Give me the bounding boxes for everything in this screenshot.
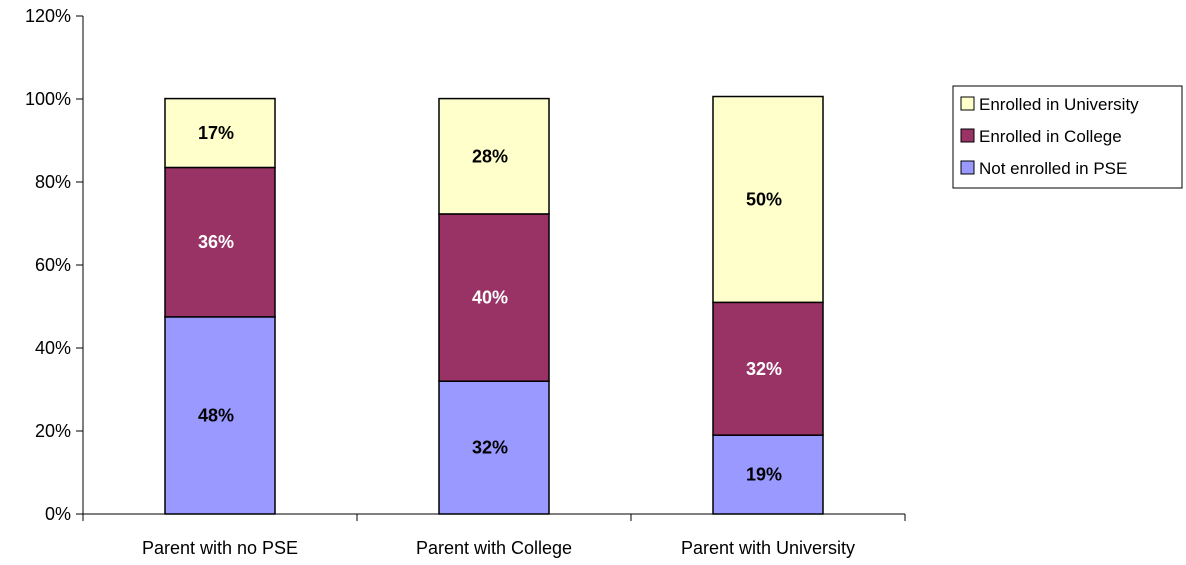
bar-segment <box>164 316 276 515</box>
bar-segment <box>164 97 276 169</box>
y-tick-label: 100% <box>25 89 71 109</box>
legend-swatch <box>960 128 975 143</box>
x-axis: Parent with no PSE Parent with College Par… <box>82 513 906 558</box>
bar-segment <box>712 95 824 304</box>
bar-segment <box>164 166 276 318</box>
bar-segment <box>712 301 824 436</box>
data-label: 32% <box>746 359 782 379</box>
bars: 48% 36% 17% 32% 40% 28% 19% 32% 50% <box>164 95 824 515</box>
y-tick-label: 0% <box>45 504 71 524</box>
legend-swatch <box>960 160 975 175</box>
bar-segment <box>438 97 550 215</box>
data-label: 19% <box>746 465 782 485</box>
data-label: 50% <box>746 189 782 209</box>
x-category-label: Parent with no PSE <box>142 538 298 558</box>
legend: Enrolled in University Enrolled in Colleg… <box>952 85 1183 189</box>
legend-label: Enrolled in University <box>979 95 1139 114</box>
data-label: 48% <box>198 405 234 425</box>
y-axis: 0% 20% 40% 60% 80% 100% 120% <box>25 6 84 524</box>
y-tick-label: 60% <box>35 255 71 275</box>
data-label: 32% <box>472 438 508 458</box>
y-tick-label: 120% <box>25 6 71 26</box>
bar-segment <box>438 213 550 382</box>
data-label: 28% <box>472 146 508 166</box>
data-label: 17% <box>198 123 234 143</box>
legend-box <box>952 85 1183 189</box>
y-tick-label: 80% <box>35 172 71 192</box>
data-label: 40% <box>472 288 508 308</box>
legend-label: Not enrolled in PSE <box>979 159 1127 178</box>
y-tick-label: 40% <box>35 338 71 358</box>
x-category-label: Parent with University <box>681 538 855 558</box>
data-label: 36% <box>198 232 234 252</box>
legend-label: Enrolled in College <box>979 127 1122 146</box>
x-category-label: Parent with College <box>416 538 572 558</box>
bar-segment <box>712 434 824 515</box>
y-tick-label: 20% <box>35 421 71 441</box>
bar-segment <box>438 380 550 515</box>
legend-swatch <box>960 96 975 111</box>
